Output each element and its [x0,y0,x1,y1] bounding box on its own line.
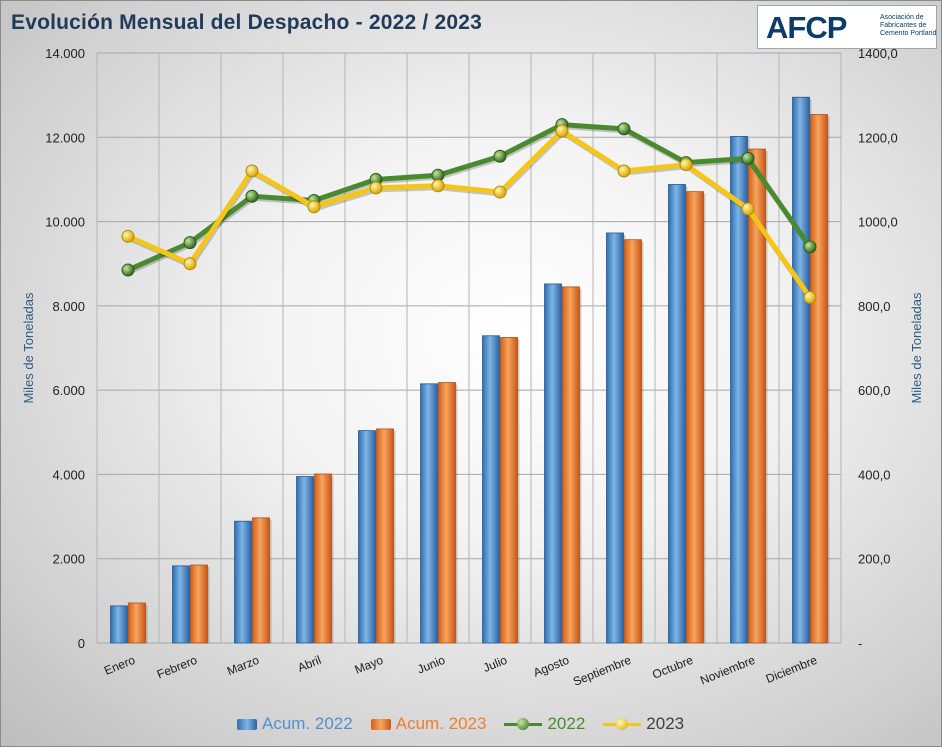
y-right-tick-label: 200,0 [858,552,891,567]
bar-acum-2023 [624,239,642,644]
bar-acum-2023 [748,148,766,644]
legend-swatch-2023 [603,718,642,730]
gridlines [96,52,842,644]
x-category-label: Enero [102,653,137,678]
line-series [121,118,817,304]
y-right-tick-label: - [858,636,862,651]
bar-acum-2023 [686,191,704,644]
point-2023 [307,200,321,214]
point-2022 [183,236,197,250]
legend-item-2023: 2023 [603,714,684,734]
point-2023 [245,164,259,178]
y-left-tick-label: 6.000 [52,383,85,398]
bar-acum-2023 [376,428,394,644]
bar-acum-2023 [500,337,518,644]
legend-label-2022: 2022 [547,714,586,733]
line-2022 [126,122,813,273]
y-left-tick-label: 4.000 [52,467,85,482]
x-category-label: Marzo [225,653,261,679]
x-category-label: Junio [415,653,447,677]
x-category-label: Julio [481,653,509,675]
point-2023 [803,290,817,304]
x-category-label: Octubre [650,653,695,682]
point-2023 [431,179,445,193]
bar-acum-2022 [172,565,190,644]
bar-acum-2022 [420,383,438,644]
point-2023 [741,202,755,216]
y-right-tick-label: 1000,0 [858,215,898,230]
afcp-logo: AFCP Asociación de Fabricantes de Cement… [757,5,937,49]
bar-acum-2022 [234,520,252,644]
bar-acum-2022 [110,605,128,644]
bar-acum-2023 [438,382,456,644]
y-right-tick-label: 800,0 [858,299,891,314]
y-left-axis-title: Miles de Toneladas [21,292,36,404]
x-category-label: Mayo [353,653,386,677]
point-2023 [679,158,693,172]
bar-acum-2022 [792,96,810,644]
bar-acum-2022 [358,430,376,644]
point-2023 [183,257,197,271]
bar-acum-2022 [730,136,748,644]
bar-acum-2022 [544,283,562,644]
y-left-tick-label: 14.000 [45,46,85,61]
logo-text: AFCP [766,10,847,45]
axes: 0 - 2.000 200,0 4.000 400,0 6.000 600,0 8.000 800… [21,46,924,689]
point-2022 [741,151,755,165]
legend-item-acum-2022: Acum. 2022 [237,714,353,734]
point-2022 [493,149,507,163]
bar-acum-2022 [296,476,314,644]
y-left-tick-label: 12.000 [45,130,85,145]
legend-item-2022: 2022 [504,714,585,734]
legend-label-acum-2022: Acum. 2022 [262,714,353,733]
x-category-label: Diciembre [764,653,820,686]
legend-swatch-acum-2022 [237,718,257,730]
line-2023 [126,128,813,299]
bar-acum-2023 [190,564,208,644]
logo-subtitle: Asociación de Fabricantes de Cemento Por… [880,14,937,37]
point-2022 [617,122,631,136]
bar-acum-2023 [128,602,146,644]
point-2023 [617,164,631,178]
legend-swatch-2022 [504,718,543,730]
x-category-label: Septiembre [571,653,633,689]
point-2023 [369,181,383,195]
x-category-label: Agosto [531,653,571,680]
bar-acum-2023 [314,473,332,644]
y-left-tick-label: 0 [78,636,85,651]
x-category-label: Febrero [155,653,200,682]
y-right-tick-label: 1400,0 [858,46,898,61]
point-2023 [121,229,135,243]
point-2023 [555,124,569,138]
bar-acum-2022 [482,335,500,644]
chart-title: Evolución Mensual del Despacho - 2022 / … [11,11,482,34]
y-left-tick-label: 10.000 [45,215,85,230]
point-2022 [245,189,259,203]
x-category-label: Noviembre [698,653,757,688]
point-2022 [121,263,135,277]
y-right-tick-label: 1200,0 [858,130,898,145]
point-2023 [493,185,507,199]
y-right-axis-title: Miles de Toneladas [909,292,924,404]
legend: Acum. 2022 Acum. 2023 2022 2023 [237,712,684,736]
legend-label-acum-2023: Acum. 2023 [395,714,487,733]
bar-acum-2023 [562,286,580,644]
y-right-tick-label: 600,0 [858,383,891,398]
point-2022 [803,240,817,254]
x-category-label: Abril [296,653,324,675]
y-left-tick-label: 8.000 [52,299,85,314]
bar-series [110,96,830,644]
bar-acum-2022 [606,232,624,644]
legend-swatch-acum-2023 [370,718,391,730]
bar-acum-2022 [668,184,686,644]
legend-item-acum-2023: Acum. 2023 [370,714,487,734]
y-right-tick-label: 400,0 [858,467,891,482]
bar-acum-2023 [810,114,828,644]
legend-label-2023: 2023 [646,714,685,733]
bar-acum-2023 [252,517,270,644]
y-left-tick-label: 2.000 [52,552,85,567]
